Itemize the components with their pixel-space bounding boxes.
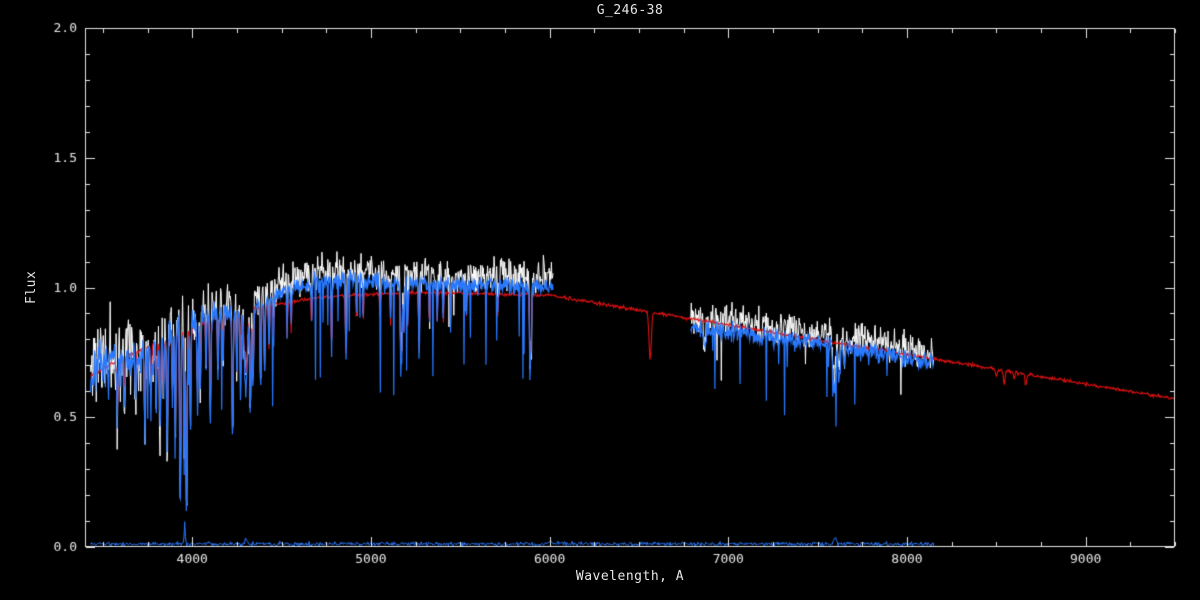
y-axis-label: Flux [24, 270, 39, 305]
x-axis-label: Wavelength, A [575, 569, 685, 584]
plot-title: G_246-38 [596, 3, 664, 18]
